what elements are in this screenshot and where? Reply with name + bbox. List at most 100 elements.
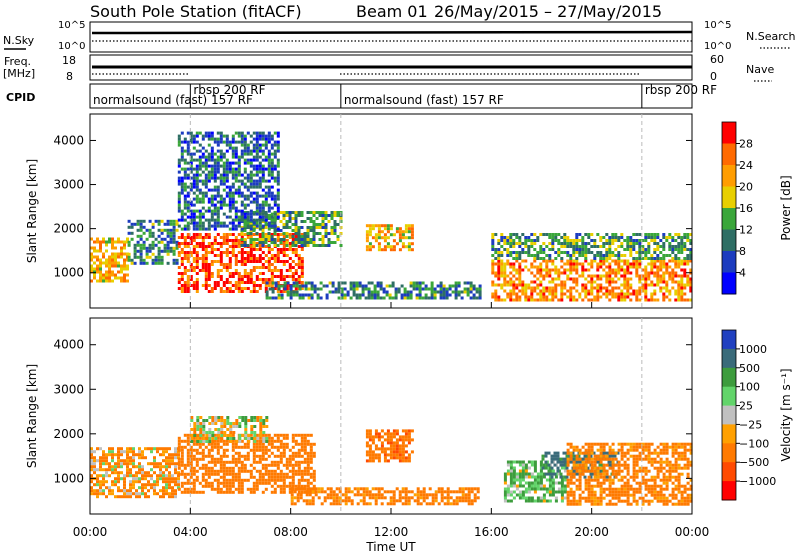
- data-cell: [147, 489, 150, 493]
- data-cell: [219, 481, 223, 485]
- data-cell: [183, 239, 187, 242]
- data-cell: [267, 188, 271, 192]
- data-cell: [350, 499, 354, 503]
- data-cell: [276, 194, 280, 198]
- data-cell: [536, 292, 540, 296]
- data-cell: [204, 218, 208, 222]
- data-cell: [497, 268, 501, 272]
- data-cell: [267, 232, 271, 235]
- data-cell: [521, 283, 525, 287]
- data-cell: [202, 425, 206, 428]
- data-cell: [554, 236, 558, 239]
- data-cell: [386, 236, 390, 240]
- data-cell: [593, 280, 597, 284]
- data-cell: [536, 236, 540, 239]
- data-cell: [267, 170, 271, 174]
- data-cell: [539, 280, 543, 284]
- data-cell: [309, 472, 313, 476]
- data-cell: [201, 478, 205, 482]
- data-cell: [361, 287, 365, 291]
- data-cell: [608, 245, 612, 248]
- data-cell: [282, 451, 286, 455]
- data-cell: [204, 227, 208, 231]
- data-cell: [139, 237, 143, 241]
- data-cell: [243, 287, 247, 290]
- data-cell: [240, 484, 244, 488]
- data-cell: [223, 422, 227, 425]
- data-cell: [246, 469, 250, 473]
- data-cell: [473, 493, 477, 497]
- data-cell: [93, 249, 96, 253]
- data-cell: [261, 179, 265, 183]
- data-cell: [195, 149, 199, 153]
- data-cell: [632, 257, 636, 260]
- data-cell: [551, 295, 555, 299]
- data-cell: [186, 290, 190, 293]
- data-cell: [192, 454, 196, 458]
- data-cell: [216, 137, 220, 141]
- data-cell: [653, 265, 657, 269]
- data-cell: [608, 242, 612, 245]
- data-cell: [581, 254, 585, 257]
- data-cell: [141, 453, 144, 457]
- data-cell: [376, 284, 380, 288]
- data-cell: [472, 284, 476, 288]
- data-cell: [153, 489, 156, 493]
- data-cell: [316, 287, 320, 291]
- data-cell: [246, 197, 250, 201]
- data-cell: [668, 233, 672, 236]
- data-cell: [683, 242, 687, 245]
- data-cell: [668, 292, 672, 296]
- data-cell: [524, 298, 528, 302]
- data-cell: [192, 236, 196, 239]
- data-cell: [566, 448, 570, 452]
- data-cell: [172, 246, 176, 250]
- data-cell: [653, 233, 657, 236]
- data-cell: [512, 257, 516, 260]
- data-cell: [105, 264, 108, 268]
- data-cell: [337, 281, 341, 285]
- data-cell: [147, 495, 150, 499]
- data-cell: [644, 268, 648, 272]
- data-cell: [243, 457, 247, 461]
- data-cell: [554, 271, 558, 275]
- data-cell: [198, 173, 202, 177]
- data-cell: [183, 206, 187, 210]
- data-cell: [150, 486, 153, 490]
- data-cell: [243, 269, 247, 272]
- data-cell: [659, 289, 663, 293]
- data-cell: [213, 167, 217, 171]
- data-cell: [153, 459, 156, 463]
- data-cell: [553, 463, 557, 467]
- data-cell: [132, 462, 135, 466]
- data-cell: [186, 487, 190, 491]
- data-cell: [177, 245, 181, 248]
- data-cell: [225, 269, 229, 272]
- data-cell: [204, 233, 208, 236]
- data-cell: [234, 451, 238, 455]
- data-cell: [518, 262, 522, 266]
- data-cell: [317, 490, 321, 494]
- data-cell: [410, 248, 414, 252]
- data-cell: [282, 433, 286, 437]
- data-cell: [177, 448, 181, 452]
- data-cell: [288, 275, 292, 278]
- data-cell: [219, 290, 223, 293]
- data-cell: [127, 240, 131, 244]
- data-cell: [503, 262, 507, 266]
- data-cell: [439, 296, 443, 300]
- data-cell: [644, 280, 648, 284]
- data-cell: [300, 272, 304, 275]
- data-cell: [192, 146, 196, 150]
- data-cell: [273, 481, 277, 485]
- data-cell: [105, 456, 108, 460]
- data-cell: [297, 241, 301, 244]
- data-cell: [210, 242, 214, 245]
- data-cell: [258, 164, 262, 168]
- data-cell: [551, 289, 555, 293]
- data-cell: [162, 471, 165, 475]
- data-cell: [307, 293, 311, 297]
- data-cell: [512, 466, 516, 470]
- data-cell: [509, 262, 513, 266]
